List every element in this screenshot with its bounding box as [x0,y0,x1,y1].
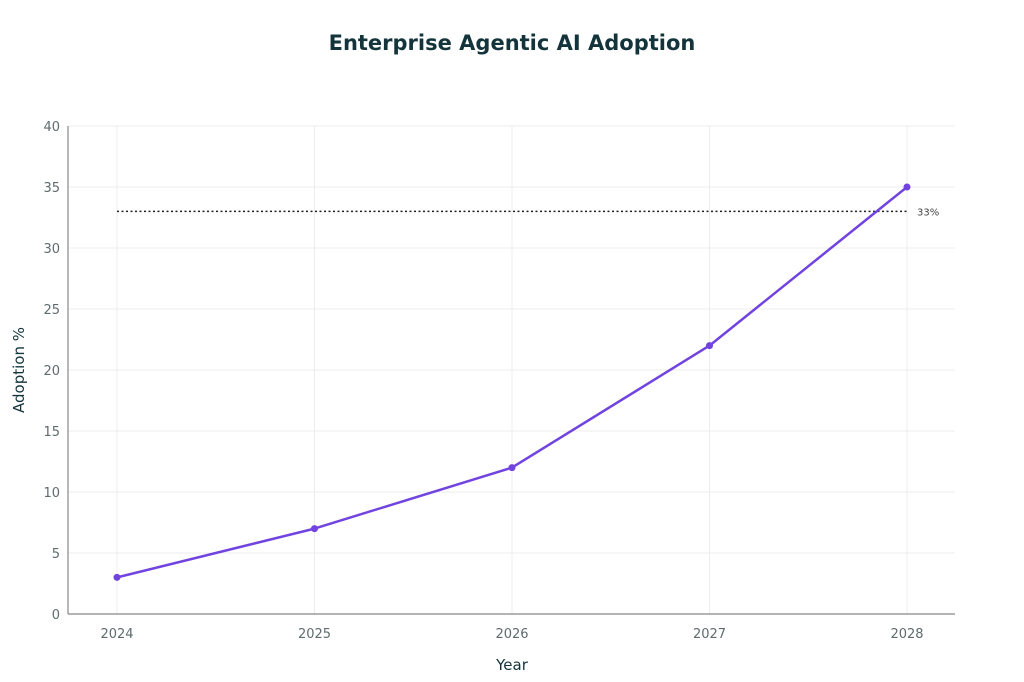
y-tick-label: 0 [52,608,60,623]
x-tick-label: 2027 [693,627,726,642]
axes [67,126,955,615]
y-tick-label: 35 [43,181,60,196]
y-tick-label: 5 [52,547,60,562]
x-tick-labels: 2024 2025 2026 2027 2028 [100,627,923,642]
x-tick-label: 2028 [890,627,923,642]
x-tick-label: 2025 [298,627,331,642]
y-tick-label: 25 [43,303,60,318]
x-axis-label: Year [495,656,529,674]
y-tick-label: 30 [43,242,60,257]
x-tick-label: 2026 [495,627,528,642]
data-point-2026 [508,464,516,472]
data-point-2027 [706,342,713,350]
reference-line-group: 33% [117,207,939,218]
y-axis-label: Adoption % [10,327,28,413]
chart-title: Enterprise Agentic AI Adoption [329,31,696,55]
grid [68,125,955,614]
data-point-2025 [311,525,318,533]
y-tick-label: 40 [43,120,60,135]
series [113,183,911,581]
x-tick-label: 2024 [100,627,133,642]
y-tick-labels: 0 5 10 15 20 25 30 35 40 [43,120,60,623]
data-point-2024 [113,573,121,581]
data-point-2028 [903,183,911,191]
y-tick-label: 15 [43,425,60,440]
y-tick-label: 10 [43,486,60,501]
y-tick-label: 20 [43,364,60,379]
reference-line-label: 33% [917,207,939,218]
